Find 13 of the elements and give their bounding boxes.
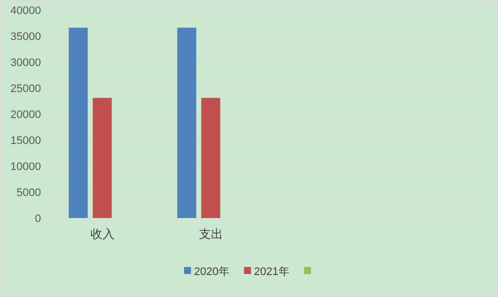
y-tick-label: 30000 bbox=[10, 57, 41, 69]
y-tick-label: 5000 bbox=[16, 187, 41, 199]
legend-label: 2020年 bbox=[194, 266, 230, 278]
y-tick-label: 15000 bbox=[10, 135, 41, 147]
y-tick-label: 35000 bbox=[10, 31, 41, 43]
x-tick-label: 支出 bbox=[198, 227, 223, 241]
y-tick-label: 25000 bbox=[10, 83, 41, 95]
y-tick-label: 10000 bbox=[10, 161, 41, 173]
y-tick-label: 0 bbox=[34, 213, 41, 225]
legend-label: 2021年 bbox=[254, 266, 290, 278]
x-tick-label: 收入 bbox=[90, 227, 114, 241]
y-tick-label: 40000 bbox=[10, 5, 41, 17]
y-tick-label: 20000 bbox=[10, 109, 41, 121]
